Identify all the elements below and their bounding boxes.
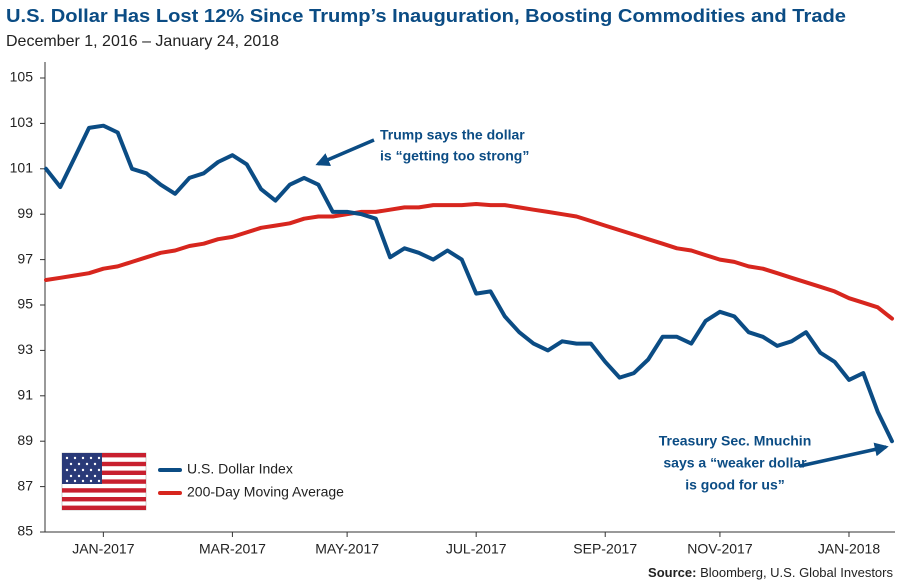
legend-label: 200-Day Moving Average xyxy=(187,484,344,500)
y-tick-label: 105 xyxy=(10,69,34,85)
y-tick-label: 89 xyxy=(17,432,33,448)
y-tick-label: 93 xyxy=(17,341,33,357)
source-label: Source: xyxy=(648,565,696,580)
chart-title: U.S. Dollar Has Lost 12% Since Trump’s I… xyxy=(6,6,846,26)
legend-label: U.S. Dollar Index xyxy=(187,461,293,477)
x-tick-label: MAY-2017 xyxy=(315,541,379,557)
annotation: Treasury Sec. Mnuchin xyxy=(659,433,812,449)
series-line xyxy=(44,202,894,321)
chart-subtitle: December 1, 2016 – January 24, 2018 xyxy=(6,33,279,50)
y-tick-label: 103 xyxy=(10,114,34,130)
series-line xyxy=(44,123,894,444)
annotation-arrow xyxy=(315,138,375,167)
x-tick-label: JAN-2018 xyxy=(818,541,880,557)
source: Source: Bloomberg, U.S. Global Investors xyxy=(648,565,893,580)
x-tick-label: MAR-2017 xyxy=(199,541,266,557)
annotation: is good for us” xyxy=(685,477,785,493)
annotation: says a “weaker dollar xyxy=(663,455,807,471)
y-tick-label: 91 xyxy=(17,387,33,403)
y-tick-label: 87 xyxy=(17,477,33,493)
y-tick-label: 85 xyxy=(17,523,33,539)
annotation-arrow xyxy=(799,442,889,468)
source-text: Bloomberg, U.S. Global Investors xyxy=(700,565,893,580)
y-tick-label: 101 xyxy=(10,160,34,176)
us-flag xyxy=(61,452,147,511)
y-tick-label: 97 xyxy=(17,250,33,266)
y-tick-label: 99 xyxy=(17,205,33,221)
annotation: is “getting too strong” xyxy=(380,148,529,164)
x-tick-label: NOV-2017 xyxy=(687,541,753,557)
x-tick-label: JUL-2017 xyxy=(446,541,507,557)
annotation: Trump says the dollar xyxy=(380,127,525,143)
y-tick-label: 95 xyxy=(17,296,33,312)
x-tick-label: JAN-2017 xyxy=(72,541,134,557)
x-tick-label: SEP-2017 xyxy=(573,541,637,557)
